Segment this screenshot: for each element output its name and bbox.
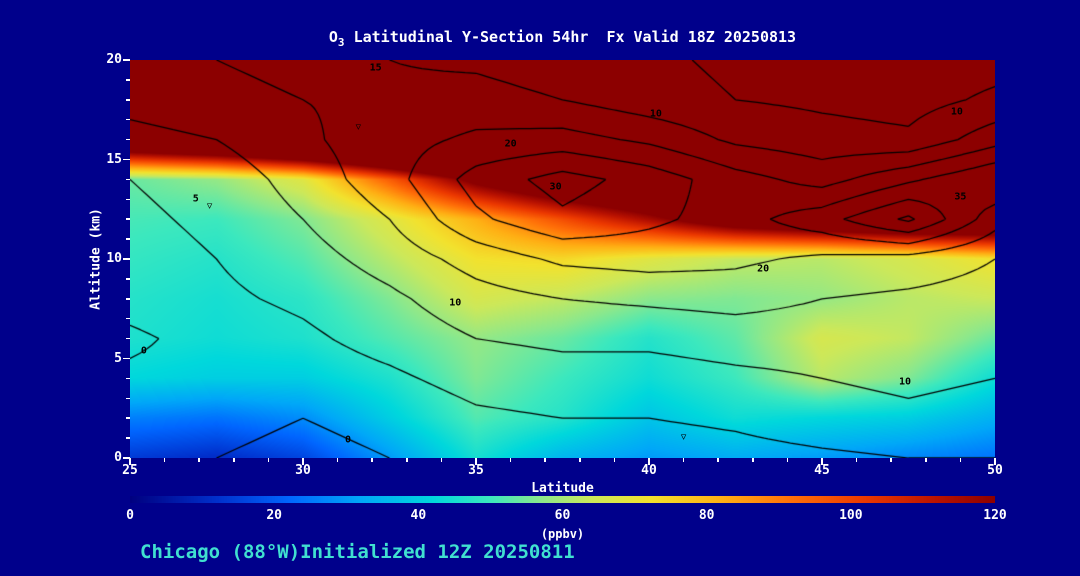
x-axis-tick [648,458,650,465]
triangle-marker: ▽ [680,432,687,443]
y-axis-ticks [121,59,130,459]
title-species-subscript: 3 [337,36,345,49]
y-axis-tick [126,99,130,101]
y-tick-label: 10 [106,251,122,266]
y-tick-label: 15 [106,151,122,167]
y-axis-tick [126,417,130,419]
x-axis-tick [129,458,131,465]
colorbar-tick-label: 100 [839,508,863,523]
y-axis-tick [123,357,130,360]
colorbar-tick-label: 40 [410,508,427,523]
contour-label: 0 [344,434,351,446]
x-axis-tick [163,458,166,462]
colorbar-tick-label: 20 [266,508,282,523]
x-axis-tick [925,458,927,462]
contour-label: 0 [140,345,147,357]
contour-label: 30 [549,181,562,193]
y-axis-tick [123,59,130,61]
x-axis-tick [890,458,892,462]
x-axis-tick [613,458,616,462]
y-axis-tick [123,158,130,161]
x-axis-tick [371,458,373,462]
y-axis-tick [126,138,130,141]
x-axis-tick [717,458,719,462]
title-species: O [328,28,338,46]
y-axis-tick [126,178,130,181]
contour-label: 35 [954,191,967,203]
x-axis-tick [579,458,581,462]
x-axis-tick [336,458,339,462]
x-axis-tick [994,458,996,465]
heatmap-canvas [130,60,995,458]
colorbar-tick-label: 80 [698,508,715,523]
x-tick-label: 25 [122,463,138,478]
y-axis-tick [126,298,130,300]
init-info-text: Chicago (88°W)Initialized 12Z 20250811 [140,541,575,563]
x-axis-label: Latitude [531,481,594,496]
y-tick-label: 5 [114,350,122,366]
y-axis-tick [126,337,130,340]
x-axis-ticks [129,458,996,468]
x-tick-label: 45 [814,463,830,478]
contour-label: 5 [192,193,199,205]
x-tick-label: 50 [987,463,1003,478]
colorbar-tick-label: 120 [983,508,1007,523]
y-axis-tick-labels: 0 5 10 15 20 [10,52,122,465]
x-tick-label: 35 [468,463,484,478]
y-tick-label: 0 [114,450,122,465]
y-axis-tick [126,238,130,240]
x-axis-tick [786,458,789,462]
y-axis-tick [126,218,130,220]
colorbar-tick-label: 60 [554,508,571,523]
contour-label: 10 [950,106,963,118]
x-axis-tick [752,458,754,462]
y-axis-tick [123,457,130,459]
x-axis-tick [855,458,858,462]
title-text: Latitudinal Y-Section 54hr Fx Valid 18Z … [344,28,797,46]
contour-label: 10 [899,376,912,388]
y-axis-tick [126,118,130,121]
x-axis-tick [440,458,443,462]
x-axis-tick-labels: 25 30 35 40 45 50 [122,463,1003,479]
colorbar [130,496,995,503]
y-axis-tick [126,317,130,320]
y-axis-tick [126,198,130,201]
colorbar-tick-labels: 0 20 40 60 80 100 120 [126,508,1007,524]
x-axis-tick [233,458,235,462]
x-axis-tick [198,458,200,462]
triangle-marker: ▽ [355,122,362,133]
x-axis-tick [544,458,546,462]
x-axis-tick [406,458,408,462]
y-axis-tick [126,397,130,400]
x-axis-tick [475,458,477,465]
chart-title: O3 Latitudinal Y-Section 54hr Fx Valid 1… [130,28,995,49]
x-axis-tick [821,458,823,465]
x-axis-tick [267,458,270,462]
y-axis-tick [126,437,130,439]
x-axis-tick [302,458,304,465]
triangle-marker: ▽ [206,201,213,212]
y-axis-tick [123,258,130,260]
x-tick-label: 30 [295,463,311,478]
x-axis-tick [509,458,512,462]
contour-label: 20 [504,138,517,150]
x-axis-tick [959,458,962,462]
contour-label: 20 [757,263,770,275]
y-axis-tick [126,278,130,280]
colorbar-tick-label: 0 [126,508,134,523]
contour-overlay: 15 10 10 20 30 5 35 20 10 0 10 0 ▽ ▽ ▽ [130,60,995,458]
x-tick-label: 40 [641,463,657,478]
y-axis-tick [126,79,130,81]
y-tick-label: 20 [106,52,122,67]
contour-label: 10 [449,297,462,309]
colorbar-unit-label: (ppbv) [540,527,585,541]
y-axis-tick [126,377,130,380]
contour-label: 15 [369,62,382,74]
plot-area: 15 10 10 20 30 5 35 20 10 0 10 0 ▽ ▽ ▽ [130,60,995,458]
x-axis-tick [682,458,685,462]
contour-label: 10 [649,108,662,120]
